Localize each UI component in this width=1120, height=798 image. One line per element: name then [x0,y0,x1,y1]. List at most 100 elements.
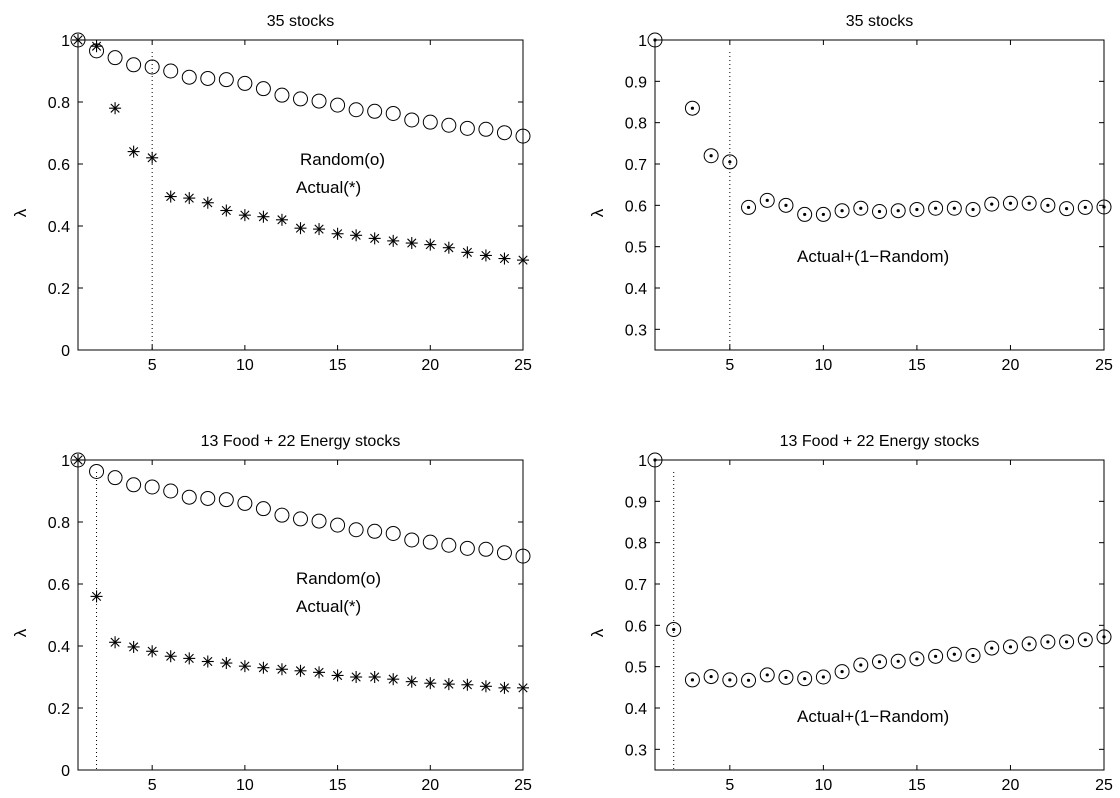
asterisk-stroke [184,653,194,664]
x-tick-label: 15 [329,777,347,794]
circle-marker [515,548,531,564]
circle-dot-marker [1021,195,1037,211]
asterisk-marker [313,223,326,236]
circle-dot-marker [759,192,775,208]
circle-dot-marker [1002,195,1018,211]
center-dot [1102,635,1106,639]
circle-dot-marker [684,672,700,688]
circle-dot-marker [834,203,850,219]
asterisk-stroke [351,672,361,682]
asterisk-stroke [499,683,510,693]
plot-frame [654,39,1105,351]
asterisk-marker [442,678,455,691]
asterisk-stroke [425,678,435,688]
asterisk-stroke [295,666,306,676]
center-dot [896,209,900,213]
center-dot [1064,640,1069,644]
series-2 [72,454,529,694]
circle-dot-marker [1096,199,1112,215]
center-dot [1083,638,1087,642]
circle-dot-marker [778,669,794,685]
x-tick-label: 10 [236,777,254,794]
circle-dot-marker [928,200,944,216]
asterisk-stroke [110,637,120,647]
asterisk-stroke [73,35,83,45]
circle-marker [70,452,86,468]
asterisk-marker [294,222,307,235]
y-tick-label: 0.2 [48,701,70,718]
circle-marker [237,75,253,91]
circle-dot-marker [909,201,925,217]
circle-marker [311,93,327,109]
asterisk-stroke [388,236,398,246]
center-dot [915,657,919,661]
asterisk-marker [461,246,474,259]
asterisk-marker [424,238,437,251]
y-tick-label: 0.6 [625,198,647,215]
center-dot [840,670,844,674]
circle-dot-marker [741,199,757,215]
center-dot [1083,205,1087,209]
circle-marker [478,121,494,137]
x-tick-label: 25 [1095,357,1113,374]
y-tick-label: 0.4 [48,639,70,656]
circle-marker [181,489,197,505]
center-dot [990,646,994,650]
series-1 [647,32,1112,222]
circle-dot-marker [890,653,906,669]
circle-marker [385,525,401,541]
y-axis-label: λ [11,628,30,637]
center-dot [971,653,975,658]
center-dot [859,206,863,210]
y-tick-label: 0.4 [48,219,70,236]
asterisk-stroke [462,680,473,690]
center-dot [821,675,825,679]
y-tick-label: 0.4 [625,701,647,718]
circle-dot-marker [890,203,906,219]
center-dot [803,677,807,681]
center-dot [728,678,732,682]
center-dot [1064,207,1069,211]
asterisk-marker [146,151,159,164]
y-tick-label: 0.8 [625,536,647,553]
asterisk-stroke [166,651,176,661]
circle-marker [367,103,383,119]
y-tick-label: 0.7 [625,157,647,174]
circle-dot-marker [984,196,1000,212]
circle-marker [441,117,457,133]
asterisk-stroke [258,663,269,673]
asterisk-stroke [481,250,491,261]
asterisk-stroke [370,672,380,682]
circle-dot-marker [965,201,981,217]
y-tick-label: 0.8 [625,116,647,133]
center-dot [1008,201,1013,205]
x-tick-label: 5 [148,357,157,374]
asterisk-stroke [351,230,361,240]
center-dot [952,652,956,656]
series-1 [70,32,531,144]
center-dot [896,659,900,663]
asterisk-marker [368,671,381,683]
y-tick-label: 0.8 [48,95,70,112]
circle-dot-marker [928,648,944,664]
center-dot [1046,640,1050,644]
circle-marker [385,105,401,121]
circle-dot-marker [778,197,794,213]
circle-marker [422,114,438,130]
y-tick-label: 0.3 [625,322,647,339]
asterisk-stroke [221,205,231,216]
x-tick-label: 15 [908,357,926,374]
asterisk-marker [498,252,511,265]
circle-dot-marker [853,657,869,673]
circle-marker [200,70,216,86]
y-tick-label: 1 [61,453,70,470]
x-tick-label: 5 [725,777,734,794]
circle-dot-marker [815,669,831,685]
circle-dot-marker [1096,629,1112,645]
circle-marker [181,69,197,85]
center-dot [784,675,788,680]
circle-marker [496,545,512,561]
circle-dot-marker [703,148,719,164]
x-tick-label: 20 [421,357,439,374]
chart-annotation: Random(o) [300,150,385,169]
